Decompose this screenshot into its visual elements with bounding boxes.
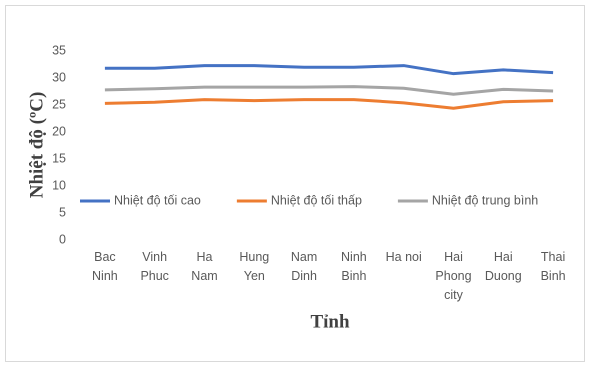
y-tick-label: 10 — [52, 178, 66, 192]
y-tick-label: 15 — [52, 151, 66, 165]
x-axis-title: Tỉnh — [310, 311, 350, 332]
x-tick-label: Nam Dinh — [291, 250, 317, 283]
x-tick-label: Hai Phong city — [435, 250, 471, 302]
y-tick-label: 5 — [59, 205, 66, 219]
chart-frame — [5, 5, 585, 362]
legend-label: Nhiệt độ tối thấp — [271, 193, 362, 207]
legend-label: Nhiệt độ trung bình — [432, 193, 538, 207]
x-tick-label: Bac Ninh — [92, 250, 118, 283]
y-tick-label: 30 — [52, 70, 66, 84]
line-series — [104, 85, 554, 96]
x-tick-label: Hung Yen — [239, 250, 269, 283]
x-tick-label: Ha Nam — [191, 250, 217, 283]
y-axis-title: Nhiệt độ (ºC) — [26, 92, 47, 199]
line-series — [104, 98, 554, 110]
x-tick-label: Thai Binh — [541, 250, 566, 283]
y-tick-label: 25 — [52, 97, 66, 111]
x-tick-label: Hai Duong — [485, 250, 522, 283]
y-tick-label: 35 — [52, 43, 66, 57]
x-tick-label: Ninh Binh — [341, 250, 367, 283]
legend-label: Nhiệt độ tối cao — [114, 193, 201, 207]
y-tick-label: 0 — [59, 232, 66, 246]
y-tick-label: 20 — [52, 124, 66, 138]
x-tick-label: Ha noi — [386, 250, 422, 264]
x-tick-label: Vinh Phuc — [140, 250, 169, 283]
line-series — [104, 64, 554, 76]
